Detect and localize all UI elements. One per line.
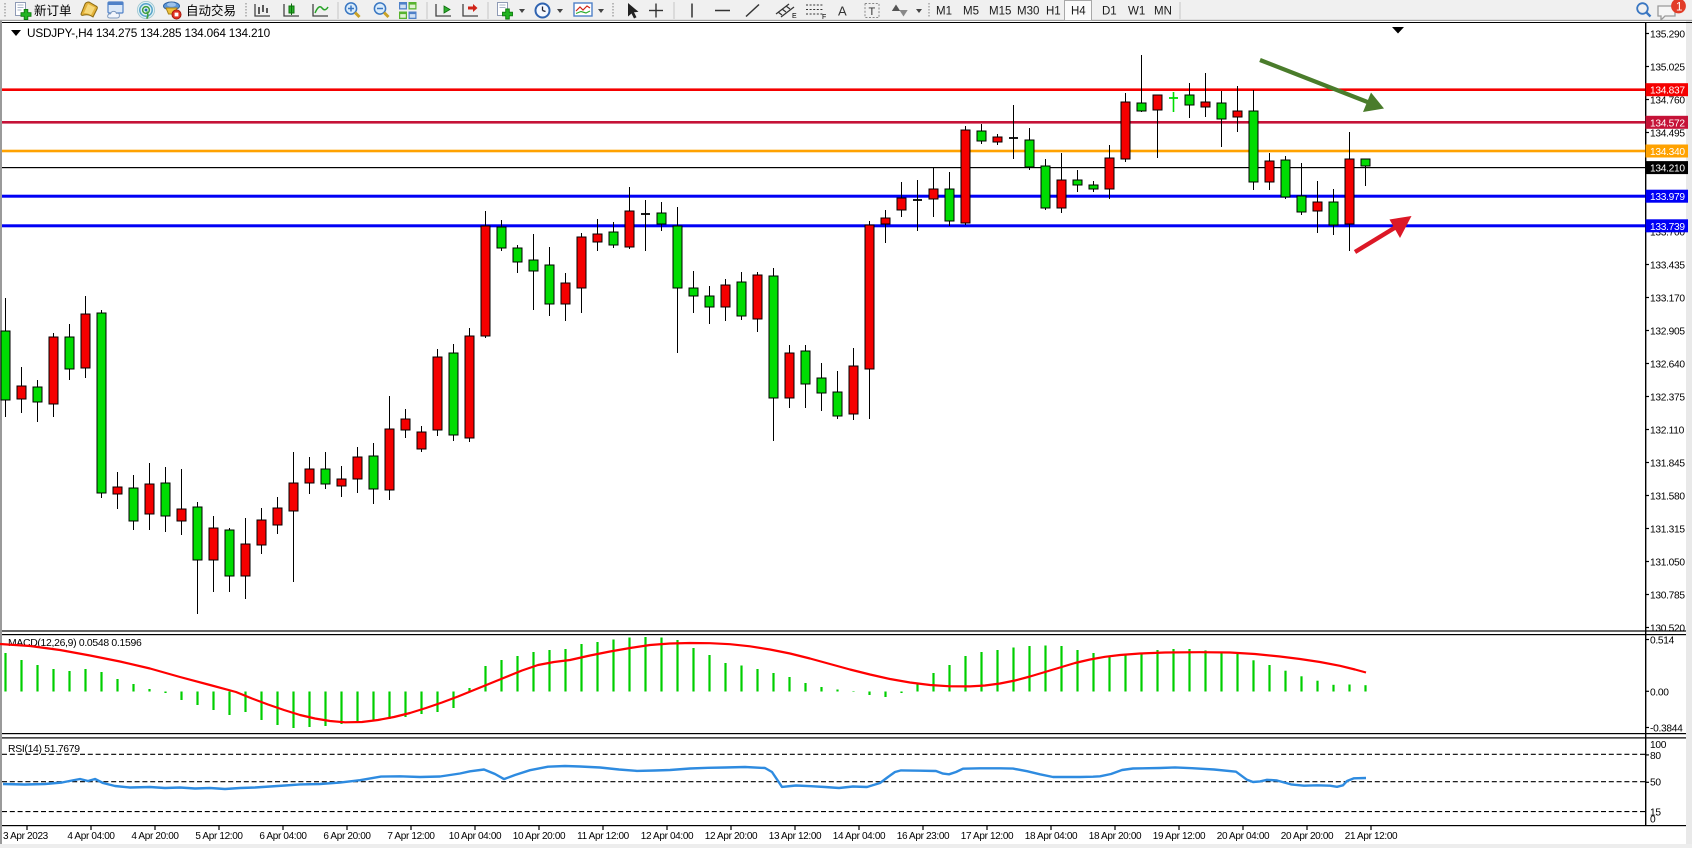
svg-text:134.495: 134.495: [1650, 129, 1685, 140]
svg-text:F: F: [822, 14, 826, 21]
svg-text:W1: W1: [1128, 6, 1145, 18]
svg-text:MN: MN: [1154, 6, 1172, 18]
svg-text:MACD(12,26,9) 0.0548 0.1596: MACD(12,26,9) 0.0548 0.1596: [8, 638, 142, 649]
svg-text:6 Apr 20:00: 6 Apr 20:00: [323, 831, 371, 842]
svg-text:D1: D1: [1102, 6, 1117, 18]
svg-text:130.520: 130.520: [1650, 624, 1685, 635]
svg-text:133.700: 133.700: [1650, 228, 1685, 239]
svg-text:17 Apr 12:00: 17 Apr 12:00: [961, 831, 1014, 842]
svg-text:135.025: 135.025: [1650, 63, 1685, 74]
svg-text:132.640: 132.640: [1650, 360, 1685, 371]
svg-text:131.315: 131.315: [1650, 525, 1685, 536]
svg-text:15: 15: [1650, 808, 1661, 819]
svg-text:131.050: 131.050: [1650, 558, 1685, 569]
svg-text:H4: H4: [1071, 6, 1086, 18]
svg-text:20 Apr 20:00: 20 Apr 20:00: [1281, 831, 1334, 842]
svg-text:新订单: 新订单: [34, 3, 72, 18]
svg-text:21 Apr 12:00: 21 Apr 12:00: [1345, 831, 1398, 842]
svg-text:16 Apr 23:00: 16 Apr 23:00: [897, 831, 950, 842]
svg-text:134.572: 134.572: [1650, 118, 1685, 129]
svg-text:133.435: 133.435: [1650, 261, 1685, 272]
svg-text:3 Apr 2023: 3 Apr 2023: [3, 831, 49, 842]
svg-text:0.514: 0.514: [1650, 636, 1675, 647]
svg-text:12 Apr 04:00: 12 Apr 04:00: [641, 831, 694, 842]
svg-text:12 Apr 20:00: 12 Apr 20:00: [705, 831, 758, 842]
svg-text:134.837: 134.837: [1650, 86, 1685, 97]
svg-text:133.739: 133.739: [1650, 222, 1685, 233]
svg-text:20 Apr 04:00: 20 Apr 04:00: [1217, 831, 1270, 842]
svg-text:T: T: [869, 6, 876, 18]
svg-text:10 Apr 04:00: 10 Apr 04:00: [449, 831, 502, 842]
svg-text:130.785: 130.785: [1650, 591, 1685, 602]
svg-text:0.00: 0.00: [1650, 687, 1669, 698]
svg-text:E: E: [792, 13, 797, 20]
svg-text:USDJPY-,H4 134.275 134.285 13: USDJPY-,H4 134.275 134.285 134.064 134.2…: [27, 26, 271, 40]
svg-text:134.760: 134.760: [1650, 96, 1685, 107]
svg-text:132.375: 132.375: [1650, 393, 1685, 404]
svg-text:4 Apr 20:00: 4 Apr 20:00: [131, 831, 179, 842]
svg-text:134.340: 134.340: [1650, 147, 1685, 158]
svg-text:自动交易: 自动交易: [186, 3, 236, 18]
svg-text:135.290: 135.290: [1650, 30, 1685, 41]
svg-text:A: A: [838, 4, 847, 19]
svg-text:100: 100: [1650, 740, 1667, 751]
svg-text:50: 50: [1650, 778, 1661, 789]
svg-text:133.979: 133.979: [1650, 192, 1685, 203]
svg-text:M1: M1: [936, 6, 952, 18]
svg-text:6 Apr 04:00: 6 Apr 04:00: [259, 831, 307, 842]
svg-text:10 Apr 20:00: 10 Apr 20:00: [513, 831, 566, 842]
svg-text:1: 1: [1676, 1, 1682, 13]
svg-text:M5: M5: [963, 6, 979, 18]
svg-text:19 Apr 12:00: 19 Apr 12:00: [1153, 831, 1206, 842]
svg-text:M30: M30: [1017, 6, 1039, 18]
svg-text:131.845: 131.845: [1650, 459, 1685, 470]
svg-text:132.110: 132.110: [1650, 426, 1685, 437]
svg-text:RSI(14) 51.7679: RSI(14) 51.7679: [8, 744, 80, 755]
svg-text:H1: H1: [1046, 6, 1061, 18]
svg-text:5 Apr 12:00: 5 Apr 12:00: [195, 831, 243, 842]
svg-text:7 Apr 12:00: 7 Apr 12:00: [387, 831, 435, 842]
svg-text:13 Apr 12:00: 13 Apr 12:00: [769, 831, 822, 842]
svg-text:18 Apr 04:00: 18 Apr 04:00: [1025, 831, 1078, 842]
svg-text:132.905: 132.905: [1650, 327, 1685, 338]
svg-text:133.170: 133.170: [1650, 294, 1685, 305]
svg-text:M15: M15: [989, 6, 1011, 18]
svg-text:0: 0: [1650, 814, 1656, 825]
svg-text:4 Apr 04:00: 4 Apr 04:00: [67, 831, 115, 842]
svg-text:11 Apr 12:00: 11 Apr 12:00: [577, 831, 630, 842]
svg-text:131.580: 131.580: [1650, 492, 1685, 503]
svg-text:18 Apr 20:00: 18 Apr 20:00: [1089, 831, 1142, 842]
svg-text:80: 80: [1650, 751, 1661, 762]
svg-text:-0.3844: -0.3844: [1650, 724, 1683, 735]
svg-text:14 Apr 04:00: 14 Apr 04:00: [833, 831, 886, 842]
svg-text:134.210: 134.210: [1650, 164, 1685, 175]
